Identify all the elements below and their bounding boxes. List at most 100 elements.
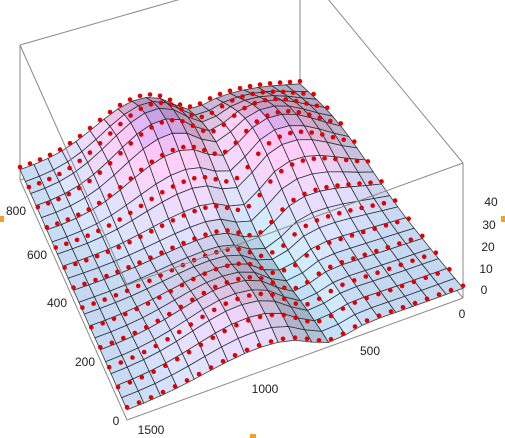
data-point (201, 290, 207, 296)
data-point (270, 292, 275, 298)
data-point (186, 349, 192, 355)
data-point (435, 271, 440, 276)
data-point (107, 161, 113, 166)
data-point (159, 120, 165, 125)
data-point (320, 132, 325, 137)
data-point (340, 306, 346, 311)
data-point (281, 312, 287, 318)
data-point (100, 321, 105, 326)
data-point (157, 295, 162, 300)
data-point (137, 93, 143, 99)
data-point (219, 103, 225, 109)
data-point (213, 176, 218, 182)
data-point (376, 291, 381, 297)
resize-handles[interactable] (0, 216, 505, 438)
data-point (254, 119, 260, 124)
data-point (359, 205, 364, 211)
data-point (97, 117, 103, 123)
data-point (128, 141, 134, 146)
data-point (333, 156, 338, 162)
data-point (213, 284, 218, 290)
data-point (395, 219, 400, 225)
data-point (224, 205, 230, 211)
data-point (424, 296, 430, 302)
data-point (214, 204, 219, 209)
data-point (256, 342, 262, 348)
data-point (26, 184, 32, 190)
data-point (259, 276, 264, 281)
data-point (236, 247, 242, 252)
bottom-handle[interactable] (250, 434, 256, 438)
data-point (200, 314, 205, 320)
data-point (307, 112, 312, 117)
data-point (104, 273, 109, 279)
data-point (328, 288, 334, 294)
data-point (191, 276, 196, 282)
data-point (44, 225, 50, 230)
data-point (208, 365, 214, 370)
data-point (188, 322, 194, 327)
data-point (370, 203, 376, 208)
bounding-box-front (19, 44, 464, 421)
data-point (277, 134, 283, 139)
data-point (149, 229, 154, 234)
data-point (172, 384, 178, 389)
data-point (235, 207, 241, 213)
data-point (77, 133, 83, 139)
data-point (176, 329, 182, 335)
data-point (178, 304, 184, 310)
data-point (305, 279, 310, 285)
data-point (77, 158, 82, 164)
data-point (35, 204, 41, 210)
data-point (87, 178, 92, 184)
data-point (180, 119, 185, 124)
data-point (237, 85, 243, 91)
data-point (147, 278, 152, 284)
data-point (56, 196, 61, 202)
data-point (199, 114, 205, 120)
data-point (292, 335, 298, 341)
data-point (124, 404, 130, 410)
data-point (222, 328, 227, 334)
data-point (96, 200, 102, 206)
data-point (223, 301, 229, 307)
data-point (138, 106, 144, 112)
data-point (316, 296, 322, 302)
data-point (423, 275, 429, 281)
x-tick-label: 200 (75, 355, 95, 369)
data-point (149, 159, 155, 165)
box-edge (19, 44, 128, 286)
data-point (47, 152, 53, 158)
data-point (67, 140, 73, 146)
left-handle[interactable] (0, 216, 4, 222)
data-point (340, 331, 346, 337)
data-point (247, 275, 253, 280)
data-point (361, 229, 366, 235)
right-handle[interactable] (501, 216, 505, 222)
data-point (341, 137, 347, 142)
data-point (118, 360, 124, 365)
data-point (273, 96, 278, 102)
data-point (113, 293, 119, 298)
data-point (192, 176, 197, 181)
data-point (324, 184, 329, 190)
data-points (17, 78, 466, 410)
data-point (292, 232, 297, 237)
data-point (62, 265, 67, 270)
data-point (212, 151, 217, 156)
data-point (283, 97, 289, 102)
data-point (236, 261, 241, 267)
data-point (399, 283, 405, 289)
data-point (365, 159, 371, 164)
data-point (257, 314, 263, 320)
data-point (352, 324, 358, 329)
z-tick-label: 20 (481, 240, 495, 254)
data-point (270, 270, 276, 276)
data-point (138, 132, 144, 137)
data-point (128, 113, 133, 118)
data-point (305, 319, 310, 324)
data-point (327, 240, 332, 246)
data-point (314, 103, 320, 109)
data-point (339, 260, 345, 265)
data-point (247, 232, 252, 238)
